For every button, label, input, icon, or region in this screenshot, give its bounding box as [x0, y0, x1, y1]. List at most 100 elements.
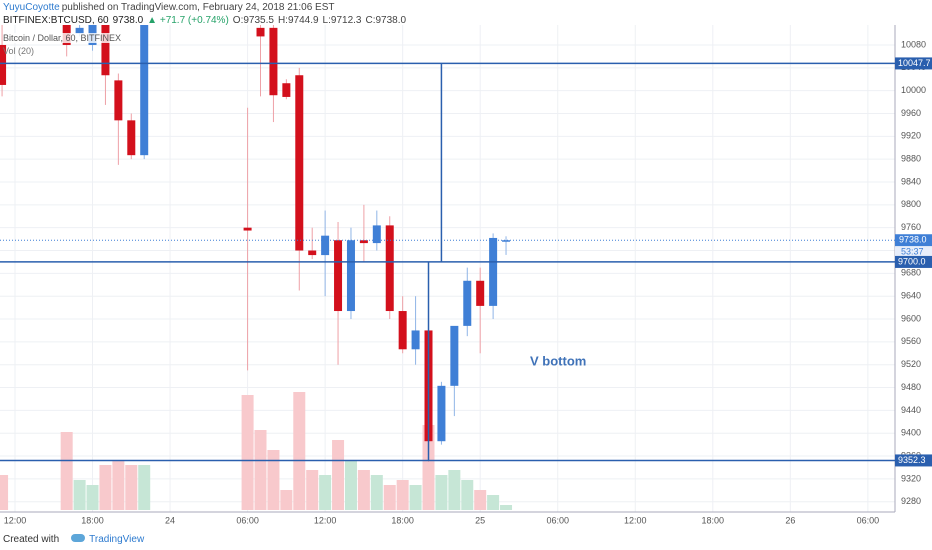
- ohlc: O:9735.5: [232, 15, 274, 26]
- author[interactable]: YuyuCoyotte: [3, 2, 60, 13]
- x-tick-label: 06:00: [236, 515, 259, 525]
- y-tick-label: 9760: [901, 222, 921, 232]
- candle-body: [346, 240, 355, 312]
- volume-bar: [280, 490, 293, 510]
- level-tag: [895, 454, 932, 467]
- volume-bar: [435, 475, 448, 510]
- candle-body: [502, 240, 511, 242]
- volume-bar: [60, 432, 73, 510]
- y-tick-label: 9640: [901, 291, 921, 301]
- footer: Created with TradingView: [3, 534, 148, 545]
- volume-bar: [396, 480, 409, 510]
- volume-bar: [487, 495, 500, 510]
- x-tick-label: 18:00: [391, 515, 414, 525]
- volume-bar: [86, 485, 99, 510]
- volume-bar: [306, 470, 319, 510]
- candle-body: [75, 27, 84, 34]
- logo: [71, 534, 86, 542]
- volume-bar: [409, 485, 422, 510]
- volume-bar: [357, 470, 370, 510]
- volume-bar: [267, 450, 280, 510]
- x-tick-label: 12:00: [624, 515, 647, 525]
- y-tick-label: 9280: [901, 496, 921, 506]
- volume-bar: [370, 475, 383, 510]
- candle-body: [334, 240, 343, 312]
- symbol-line: BITFINEX:BTCUSD, 60 9738.0 ▲ +71.7 (+0.74%…: [3, 15, 410, 26]
- candle-body: [321, 235, 330, 256]
- y-tick-label: 10000: [901, 85, 926, 95]
- candle-body: [282, 83, 291, 97]
- volume-bar: [319, 475, 332, 510]
- y-tick-label: 9800: [901, 199, 921, 209]
- plot-area: [0, 25, 895, 512]
- candle-body: [127, 120, 136, 156]
- candle-body: [385, 225, 394, 312]
- volume-bar: [293, 392, 306, 510]
- candle-body: [0, 44, 7, 85]
- x-tick-label: 18:00: [702, 515, 725, 525]
- y-tick-label: 9560: [901, 336, 921, 346]
- change: ▲ +71.7 (+0.74%): [147, 15, 229, 26]
- candle-body: [411, 330, 420, 350]
- volume-bar: [422, 425, 435, 510]
- level-tag-label: 9700.0: [898, 256, 926, 266]
- volume-bar: [73, 480, 86, 510]
- y-tick-label: 9960: [901, 108, 921, 118]
- candle-body: [256, 27, 265, 37]
- candle-body: [243, 227, 252, 231]
- y-tick-label: 9600: [901, 313, 921, 323]
- volume-bar: [99, 465, 112, 510]
- countdown-tag: [895, 246, 932, 258]
- ohlc: L:9712.3: [322, 15, 362, 26]
- legend-volume: Vol (20): [3, 46, 35, 56]
- volume-bar: [241, 395, 254, 510]
- candle-body: [359, 240, 368, 244]
- ohlc: C:9738.0: [365, 15, 407, 26]
- volume-bar: [125, 465, 138, 510]
- published: published on TradingView.com, February 2…: [61, 2, 335, 13]
- candle-body: [463, 280, 472, 326]
- candle-body: [398, 311, 407, 350]
- level-tag-label: 9352.3: [898, 455, 926, 465]
- ohlc: H:9744.9: [277, 15, 319, 26]
- last-price: 9738.0: [112, 15, 144, 26]
- y-tick-label: 9520: [901, 359, 921, 369]
- price-tag: [895, 234, 932, 247]
- y-tick-label: 9480: [901, 382, 921, 392]
- symbol: BITFINEX:BTCUSD, 60: [3, 15, 109, 26]
- x-tick-label: 18:00: [81, 515, 104, 525]
- y-tick-label: 10080: [901, 39, 926, 49]
- legend-series: Bitcoin / Dollar, 60, BITFINEX: [3, 33, 122, 43]
- candle-body: [140, 25, 149, 156]
- candle-body: [295, 75, 304, 251]
- volume-bar: [112, 460, 125, 510]
- candle-body: [372, 225, 381, 244]
- y-tick-label: 9400: [901, 428, 921, 438]
- volume-bar: [0, 475, 9, 510]
- publish-line: YuyuCoyotte published on TradingView.com,…: [3, 2, 338, 13]
- x-tick-label: 12:00: [314, 515, 337, 525]
- x-tick-label: 06:00: [546, 515, 569, 525]
- countdown-label: 53:37: [901, 247, 924, 257]
- y-tick-label: 9680: [901, 268, 921, 278]
- level-tag: [895, 57, 932, 70]
- brand[interactable]: TradingView: [89, 534, 145, 545]
- created-with: Created with: [3, 534, 60, 545]
- x-tick-label: 12:00: [4, 515, 27, 525]
- candle-body: [489, 237, 498, 306]
- volume-bar: [474, 490, 487, 510]
- volume-bar: [448, 470, 461, 510]
- x-tick-label: 24: [165, 515, 175, 525]
- x-tick-label: 06:00: [857, 515, 880, 525]
- volume-bar: [254, 430, 267, 510]
- y-tick-label: 9320: [901, 473, 921, 483]
- y-tick-label: 9880: [901, 154, 921, 164]
- x-tick-label: 26: [785, 515, 795, 525]
- y-tick-label: 9920: [901, 131, 921, 141]
- level-tag-label: 10047.7: [898, 58, 931, 68]
- volume-bar: [332, 440, 345, 510]
- volume-bar: [344, 460, 357, 510]
- x-tick-label: 25: [475, 515, 485, 525]
- price-tag-label: 9738.0: [899, 235, 927, 245]
